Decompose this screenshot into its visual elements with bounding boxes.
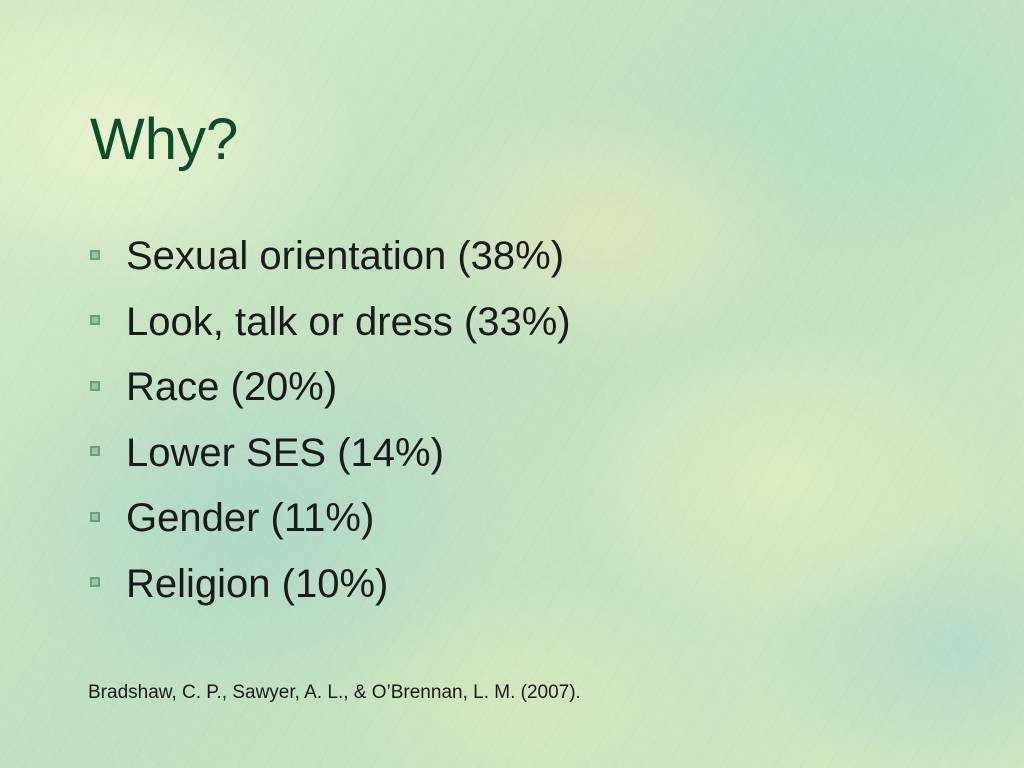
list-item: Sexual orientation (38%): [90, 224, 571, 290]
citation: Bradshaw, C. P., Sawyer, A. L., & O’Bren…: [88, 682, 581, 703]
bullet-text: Lower SES (14%): [126, 430, 444, 475]
bullet-text: Religion (10%): [126, 561, 389, 606]
square-bullet-icon: [90, 315, 100, 326]
bullet-text: Look, talk or dress (33%): [126, 299, 571, 344]
slide-title: Why?: [90, 107, 239, 172]
square-bullet-icon: [90, 380, 100, 391]
bullet-list: Sexual orientation (38%) Look, talk or d…: [90, 224, 571, 617]
list-item: Gender (11%): [90, 486, 571, 552]
list-item: Look, talk or dress (33%): [90, 290, 571, 356]
square-bullet-icon: [90, 511, 100, 522]
bullet-text: Gender (11%): [126, 496, 375, 541]
square-bullet-icon: [90, 577, 100, 588]
list-item: Religion (10%): [90, 552, 571, 618]
bullet-text: Sexual orientation (38%): [126, 234, 565, 279]
square-bullet-icon: [90, 249, 100, 260]
list-item: Race (20%): [90, 355, 571, 421]
square-bullet-icon: [90, 446, 100, 457]
list-item: Lower SES (14%): [90, 421, 571, 487]
bullet-text: Race (20%): [126, 365, 338, 410]
